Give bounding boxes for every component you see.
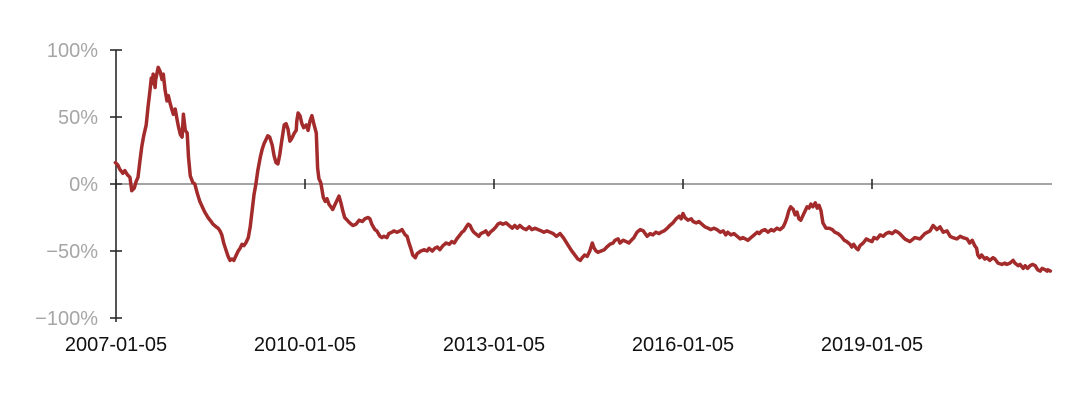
series-layer [113,65,1053,273]
y-tick-label: 50% [58,107,98,129]
y-tick-label: 0% [69,174,98,196]
y-tick-label: 100% [47,40,98,62]
x-tick-label: 2019-01-05 [821,334,923,356]
x-tick-label: 2016-01-05 [632,334,734,356]
axes-layer [110,49,1052,322]
x-tick-label: 2007-01-05 [65,334,167,356]
x-tick-label: 2010-01-05 [254,334,356,356]
tick-labels-layer: 100% 50% 0% −50% −100% 2007-01-05 2010-01-05 20… [35,40,923,356]
series-line [113,65,1053,273]
y-tick-label: −100% [35,308,98,330]
x-tick-label: 2013-01-05 [443,334,545,356]
y-tick-label: −50% [46,241,98,263]
